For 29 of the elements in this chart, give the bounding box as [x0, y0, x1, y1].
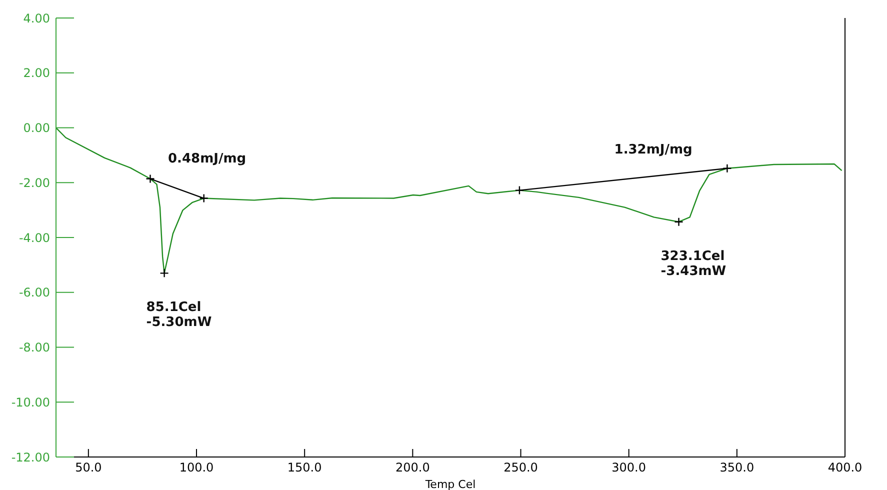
y-tick-label: 4.00: [23, 11, 50, 26]
annotation: 1.32mJ/mg: [614, 142, 692, 158]
annotation: 85.1Cel -5.30mW: [146, 300, 212, 330]
y-tick-label: -2.00: [18, 176, 50, 190]
y-tick-label: 2.00: [23, 66, 50, 80]
y-tick-label: -4.00: [18, 230, 50, 245]
point: [674, 217, 684, 226]
x-tick-label: 50.0: [75, 460, 102, 475]
point: [514, 186, 524, 195]
x-tick-label: 150.0: [287, 460, 322, 475]
y-tick-label: -8.00: [18, 340, 50, 355]
y-tick-label: -12.00: [11, 450, 50, 464]
point: [722, 164, 732, 173]
point: [199, 194, 208, 203]
x-tick-label: 200.0: [395, 460, 430, 475]
x-tick-label: 400.0: [828, 460, 862, 475]
point: [146, 174, 155, 184]
annotation: 0.48mJ/mg: [168, 152, 246, 167]
y-tick-label: -10.00: [11, 395, 50, 410]
x-tick-label: 100.0: [179, 460, 214, 475]
y-tick-label: -6.00: [18, 286, 50, 300]
x-tick-label: 250.0: [504, 460, 538, 475]
x-axis-title: Temp Cel: [424, 478, 476, 490]
x-tick-label: 300.0: [612, 460, 646, 475]
x-tick-label: 350.0: [720, 460, 754, 475]
line-series: [56, 127, 842, 274]
y-tick-label: 0.00: [23, 121, 50, 136]
annotation: 323.1Cel -3.43mW: [660, 248, 726, 279]
point: [160, 268, 169, 278]
